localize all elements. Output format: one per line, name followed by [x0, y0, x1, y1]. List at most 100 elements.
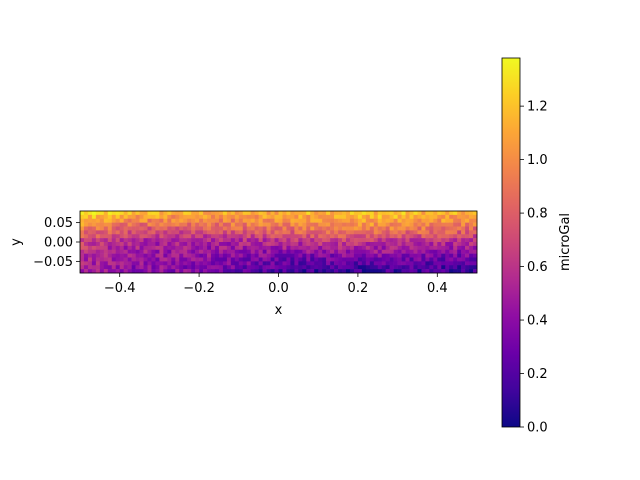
heatmap-cell [377, 245, 383, 251]
heatmap-cell [230, 269, 236, 274]
heatmap-cell [413, 218, 418, 223]
heatmap-cell [135, 211, 140, 216]
heatmap-cell [377, 257, 383, 262]
heatmap-cell [242, 265, 248, 270]
heatmap-cell [330, 269, 335, 274]
heatmap-cell [445, 253, 450, 258]
heatmap-cell [405, 249, 410, 254]
heatmap-cell [461, 218, 466, 223]
heatmap-cell [258, 261, 263, 266]
heatmap-cell [465, 234, 470, 239]
heatmap-cell [191, 253, 196, 258]
heatmap-cell [226, 238, 232, 243]
heatmap-cell [373, 222, 379, 227]
heatmap-cell [222, 253, 228, 258]
heatmap-cell [147, 265, 152, 270]
heatmap-cell [270, 245, 275, 251]
heatmap-cell [278, 261, 283, 266]
heatmap-cell [171, 226, 176, 231]
heatmap-cell [302, 269, 307, 274]
heatmap-cell [147, 261, 152, 266]
heatmap-cell [401, 234, 406, 239]
heatmap-cell [238, 249, 244, 254]
heatmap-cell [147, 269, 152, 274]
heatmap-cell [298, 226, 303, 231]
heatmap-cell [473, 265, 478, 270]
heatmap-cell [191, 269, 196, 274]
heatmap-cell [214, 257, 220, 262]
heatmap-cell [211, 249, 216, 254]
heatmap-cell [365, 261, 371, 266]
heatmap-cell [322, 234, 327, 239]
heatmap-cell [147, 218, 152, 223]
heatmap-cell [91, 269, 97, 274]
heatmap-cell [349, 230, 355, 235]
heatmap-cell [270, 211, 275, 216]
heatmap-cell [377, 218, 383, 223]
heatmap-cell [107, 226, 113, 231]
heatmap-cell [409, 222, 414, 227]
heatmap-cell [230, 257, 236, 262]
heatmap-cell [250, 242, 255, 247]
heatmap-cell [123, 242, 128, 247]
heatmap-cell [425, 253, 430, 258]
heatmap-cell [365, 222, 371, 227]
heatmap-cell [465, 222, 470, 227]
heatmap-cell [306, 211, 311, 216]
heatmap-cell [91, 242, 97, 247]
heatmap-cell [195, 234, 200, 239]
heatmap-cell [163, 245, 168, 251]
heatmap-cell [298, 238, 303, 243]
heatmap-cell [349, 214, 355, 220]
heatmap-cell [282, 245, 287, 251]
heatmap-cell [302, 238, 307, 243]
heatmap-cell [469, 265, 474, 270]
heatmap-cell [222, 226, 228, 231]
heatmap-cell [417, 211, 422, 216]
heatmap-cell [286, 249, 291, 254]
heatmap-cell [218, 234, 224, 239]
heatmap-cell [195, 238, 200, 243]
heatmap-cell [187, 261, 192, 266]
heatmap-cell [195, 253, 200, 258]
heatmap-cell [401, 222, 406, 227]
heatmap-cell [230, 261, 236, 266]
heatmap-cell [369, 242, 375, 247]
heatmap-cell [258, 257, 263, 262]
heatmap-cell [242, 249, 248, 254]
heatmap-cell [183, 230, 188, 235]
heatmap-cell [195, 226, 200, 231]
heatmap-cell [195, 218, 200, 223]
heatmap-cell [143, 226, 148, 231]
heatmap-cell [111, 253, 117, 258]
heatmap-cell [270, 214, 275, 220]
heatmap-cell [286, 226, 291, 231]
heatmap-cell [199, 238, 204, 243]
heatmap-cell [365, 214, 371, 220]
heatmap-cell [131, 211, 136, 216]
heatmap-cell [401, 245, 406, 251]
heatmap-cell [131, 234, 136, 239]
heatmap-cell [314, 211, 319, 216]
heatmap-cell [405, 242, 410, 247]
heatmap-cell [254, 245, 259, 251]
heatmap-cell [393, 257, 398, 262]
heatmap-cell [234, 269, 240, 274]
heatmap-cell [357, 222, 363, 227]
heatmap-cell [357, 253, 363, 258]
heatmap-cell [326, 222, 331, 227]
heatmap-cell [159, 230, 164, 235]
heatmap-cell [87, 245, 93, 251]
heatmap-cell [349, 265, 355, 270]
x-axis: −0.4 −0.2 0.0 0.2 0.4 [104, 273, 448, 296]
heatmap-cell [302, 242, 307, 247]
heatmap-cell [266, 269, 271, 274]
heatmap-cell [310, 261, 315, 266]
heatmap-cell [179, 253, 184, 258]
heatmap-cell [115, 261, 120, 266]
heatmap-cell [429, 222, 434, 227]
heatmap-cell [345, 238, 351, 243]
heatmap-cell [381, 265, 386, 270]
heatmap-cell [151, 242, 156, 247]
heatmap-cell [397, 242, 402, 247]
